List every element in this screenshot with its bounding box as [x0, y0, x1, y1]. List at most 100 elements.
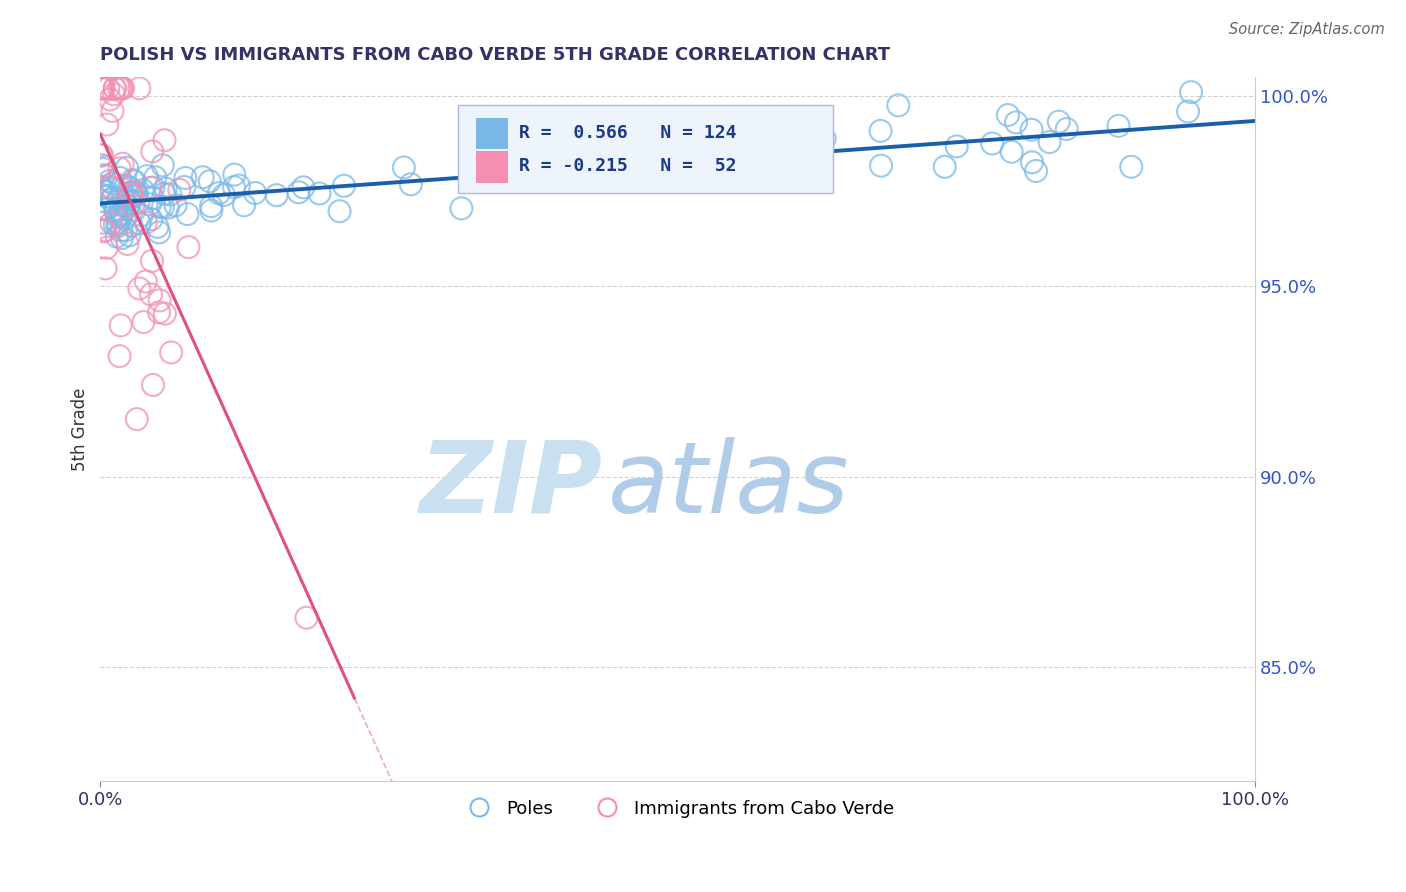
Point — [135, 216, 157, 230]
Point — [741, 152, 763, 166]
Point — [101, 103, 124, 118]
Point — [997, 108, 1019, 122]
Point — [1005, 115, 1028, 129]
Point — [120, 185, 142, 199]
Point — [450, 202, 472, 216]
Point — [538, 147, 561, 161]
Text: R = -0.215   N =  52: R = -0.215 N = 52 — [519, 157, 737, 176]
Point — [90, 187, 112, 202]
Point — [111, 81, 134, 95]
Point — [870, 159, 893, 173]
Point — [141, 145, 163, 159]
Point — [1056, 122, 1078, 136]
Point — [224, 168, 246, 182]
Point — [101, 191, 124, 205]
Point — [869, 124, 891, 138]
Point — [814, 131, 837, 145]
Point — [121, 189, 143, 203]
Point — [266, 188, 288, 202]
Point — [100, 179, 122, 194]
Point — [135, 169, 157, 183]
Point — [110, 210, 132, 224]
Point — [602, 145, 624, 159]
Point — [153, 133, 176, 147]
Point — [117, 199, 139, 213]
Point — [93, 168, 115, 182]
Point — [114, 223, 136, 237]
Point — [139, 197, 162, 211]
Point — [107, 216, 129, 230]
Point — [149, 293, 172, 308]
Point — [108, 81, 131, 95]
Point — [124, 184, 146, 198]
Point — [103, 87, 125, 102]
Point — [176, 207, 198, 221]
Point — [125, 412, 148, 426]
Point — [1121, 160, 1143, 174]
Bar — [475, 151, 508, 183]
Point — [173, 180, 195, 194]
Point — [107, 210, 129, 224]
Point — [131, 208, 153, 222]
Point — [616, 161, 638, 175]
Point — [1025, 164, 1047, 178]
Point — [91, 81, 114, 95]
Point — [141, 212, 163, 227]
Point — [90, 81, 112, 95]
Point — [135, 274, 157, 288]
Point — [104, 81, 127, 95]
Point — [1039, 135, 1062, 149]
Point — [124, 174, 146, 188]
Point — [114, 197, 136, 211]
Point — [139, 287, 162, 301]
Point — [329, 204, 352, 219]
Point — [174, 171, 197, 186]
Point — [112, 81, 135, 95]
Point — [121, 188, 143, 202]
Point — [212, 188, 235, 202]
Point — [145, 170, 167, 185]
Point — [934, 160, 956, 174]
Point — [655, 166, 678, 180]
Point — [121, 219, 143, 233]
Point — [198, 174, 221, 188]
Text: R =  0.566   N = 124: R = 0.566 N = 124 — [519, 124, 737, 142]
Point — [94, 160, 117, 174]
Point — [94, 223, 117, 237]
Point — [104, 204, 127, 219]
Point — [153, 307, 176, 321]
Point — [887, 98, 910, 112]
Point — [101, 176, 124, 190]
Point — [100, 216, 122, 230]
Point — [96, 202, 118, 216]
Point — [146, 219, 169, 234]
Point — [96, 185, 118, 199]
Point — [120, 186, 142, 201]
Point — [155, 182, 177, 196]
Point — [125, 187, 148, 202]
Point — [159, 187, 181, 202]
Point — [607, 169, 630, 183]
Point — [228, 178, 250, 193]
Point — [111, 223, 134, 237]
Point — [149, 200, 172, 214]
Point — [121, 198, 143, 212]
Point — [1047, 114, 1070, 128]
Point — [98, 92, 121, 106]
Point — [110, 81, 132, 95]
Point — [132, 183, 155, 197]
Point — [139, 181, 162, 195]
Point — [108, 161, 131, 176]
Point — [208, 186, 231, 201]
Text: ZIP: ZIP — [419, 437, 603, 533]
Point — [90, 148, 112, 162]
Point — [98, 174, 121, 188]
Point — [308, 186, 330, 201]
Point — [669, 134, 692, 148]
Point — [120, 186, 142, 200]
Point — [152, 200, 174, 214]
Point — [93, 185, 115, 199]
Point — [152, 158, 174, 172]
Point — [720, 164, 742, 178]
Point — [118, 195, 141, 210]
